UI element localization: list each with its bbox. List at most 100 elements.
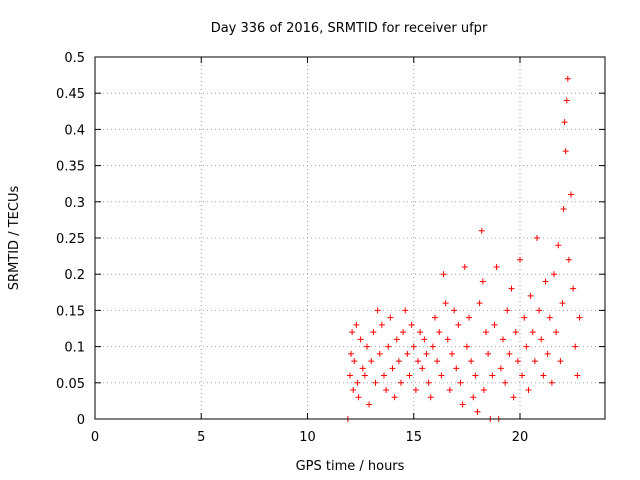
data-point xyxy=(425,379,432,386)
data-point xyxy=(378,321,385,328)
data-point xyxy=(472,372,479,379)
data-point xyxy=(417,329,424,336)
data-point xyxy=(489,372,496,379)
data-point xyxy=(551,271,557,278)
data-point xyxy=(348,350,355,357)
data-point xyxy=(404,350,411,357)
data-point xyxy=(485,350,492,357)
data-point xyxy=(395,358,402,365)
data-point xyxy=(574,372,581,379)
y-tick-label: 0.1 xyxy=(64,341,85,356)
data-point xyxy=(374,307,381,314)
data-point xyxy=(432,314,438,321)
data-point xyxy=(370,329,377,336)
data-point xyxy=(480,387,487,394)
data-point xyxy=(449,350,455,357)
data-point xyxy=(389,365,396,372)
data-point xyxy=(368,358,375,365)
data-point xyxy=(500,336,506,343)
grid-lines xyxy=(95,57,605,419)
data-point xyxy=(466,314,472,321)
data-point xyxy=(429,343,436,350)
y-tick-label: 0.25 xyxy=(56,232,85,247)
data-point xyxy=(527,292,534,299)
data-point xyxy=(563,97,570,104)
data-point xyxy=(521,314,528,321)
data-point xyxy=(444,336,451,343)
data-point xyxy=(508,285,515,292)
data-point xyxy=(383,387,390,394)
data-point xyxy=(491,321,498,328)
data-point xyxy=(436,329,443,336)
data-point xyxy=(461,263,468,270)
data-point xyxy=(519,372,526,379)
data-point xyxy=(385,343,392,350)
data-point xyxy=(548,379,555,386)
data-point xyxy=(517,256,523,263)
x-tick-label: 20 xyxy=(512,430,529,445)
data-point xyxy=(357,336,364,343)
data-point xyxy=(529,329,536,336)
data-point xyxy=(576,314,583,321)
data-point xyxy=(553,329,560,336)
data-point xyxy=(560,206,567,213)
data-point xyxy=(506,350,513,357)
data-point xyxy=(570,285,577,292)
data-point xyxy=(451,307,458,314)
data-point xyxy=(476,300,483,307)
data-point xyxy=(412,387,419,394)
data-point xyxy=(525,387,532,394)
data-point xyxy=(470,394,477,401)
data-point xyxy=(421,336,428,343)
y-tick-labels: 0 0.05 0.1 0.15 0.2 0.25 0.3 0.35 0.4 0.45 0.5 xyxy=(56,51,85,428)
data-point xyxy=(419,365,426,372)
data-point xyxy=(531,358,538,365)
data-point xyxy=(478,227,485,234)
x-tick-label: 0 xyxy=(91,430,99,445)
axis-ticks xyxy=(94,56,605,420)
data-point xyxy=(406,372,413,379)
data-point xyxy=(542,278,549,285)
y-tick-label: 0.15 xyxy=(56,304,85,319)
data-point xyxy=(555,242,562,249)
data-point xyxy=(446,387,453,394)
data-point xyxy=(510,394,517,401)
data-point xyxy=(364,343,370,350)
data-point xyxy=(559,300,566,307)
data-point xyxy=(361,372,368,379)
data-point xyxy=(565,256,572,263)
data-point xyxy=(408,321,415,328)
data-point xyxy=(493,263,500,270)
y-tick-label: 0.45 xyxy=(56,87,85,102)
y-tick-label: 0.05 xyxy=(56,377,85,392)
data-point xyxy=(423,350,430,357)
data-point xyxy=(514,358,521,365)
y-tick-label: 0.3 xyxy=(64,196,85,211)
data-points xyxy=(344,75,583,422)
data-point xyxy=(540,372,547,379)
x-tick-label: 15 xyxy=(405,430,422,445)
x-tick-label: 10 xyxy=(299,430,316,445)
data-point xyxy=(442,300,449,307)
y-tick-label: 0.5 xyxy=(64,51,85,66)
data-point xyxy=(349,329,356,336)
data-point xyxy=(438,372,445,379)
data-point xyxy=(564,75,571,82)
data-point xyxy=(359,365,366,372)
data-point xyxy=(562,148,569,155)
data-point xyxy=(557,358,564,365)
y-tick-label: 0.35 xyxy=(56,160,85,175)
data-point xyxy=(347,372,353,379)
data-point xyxy=(381,372,387,379)
data-point xyxy=(504,307,511,314)
data-point xyxy=(387,314,394,321)
y-tick-label: 0.2 xyxy=(64,268,85,283)
data-point xyxy=(393,336,400,343)
data-point xyxy=(523,343,530,350)
data-point xyxy=(351,358,358,365)
data-point xyxy=(544,350,551,357)
data-point xyxy=(415,358,421,365)
data-point xyxy=(366,401,373,408)
data-point xyxy=(502,379,509,386)
